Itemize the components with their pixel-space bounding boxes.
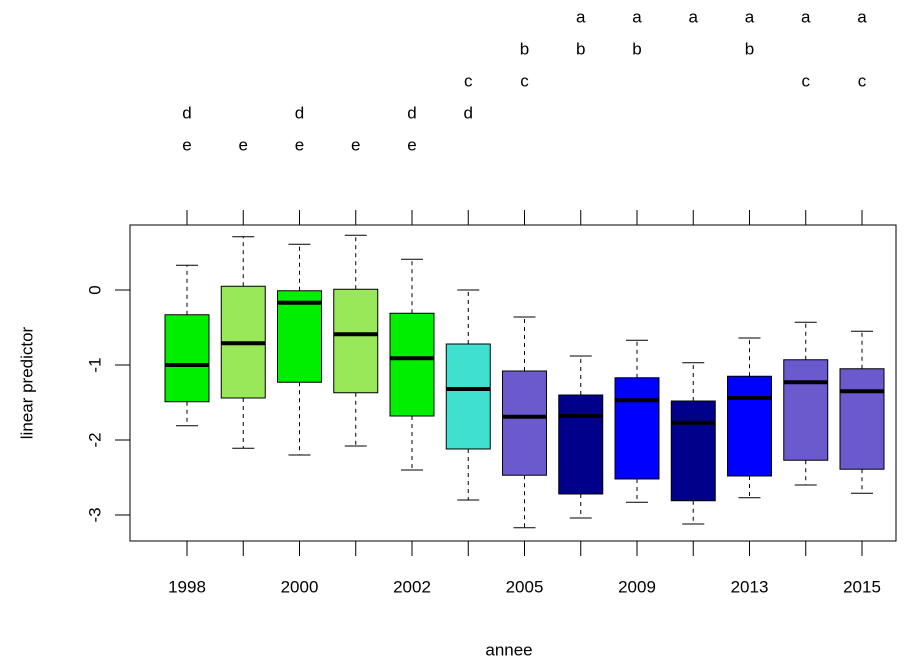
group-letter: d (295, 103, 304, 122)
box (164, 314, 210, 403)
y-tick-label: -2 (85, 432, 104, 447)
group-letter: a (689, 7, 699, 26)
box (333, 288, 379, 394)
group-letter: e (182, 135, 191, 154)
box (277, 290, 322, 383)
group-letter: d (182, 103, 191, 122)
group-letter: b (576, 39, 585, 58)
x-tick-label: 1998 (168, 577, 206, 596)
x-tick-label: 2013 (731, 577, 769, 596)
box (558, 394, 604, 495)
group-letter: d (407, 103, 416, 122)
plot-frame (129, 224, 897, 542)
group-letter: e (407, 135, 416, 154)
group-letter: e (295, 135, 304, 154)
group-letter: c (802, 71, 811, 90)
group-letter: b (632, 39, 641, 58)
x-tick-label: 2005 (506, 577, 544, 596)
x-tick-label: 2009 (618, 577, 656, 596)
group-letter: b (520, 39, 529, 58)
box (670, 400, 716, 502)
y-tick-label: -3 (85, 507, 104, 522)
group-letter: a (632, 7, 642, 26)
x-axis-label: annee (485, 640, 532, 659)
box (445, 343, 491, 450)
x-tick-label: 2000 (281, 577, 319, 596)
group-letter: e (351, 135, 360, 154)
group-letter: b (745, 39, 754, 58)
y-tick-label: -1 (85, 357, 104, 372)
box (783, 359, 829, 461)
x-tick-label: 2015 (843, 577, 881, 596)
group-letter: a (801, 7, 811, 26)
box (614, 377, 660, 480)
group-letter: c (520, 71, 529, 90)
x-tick-label: 2002 (393, 577, 431, 596)
box (839, 368, 885, 470)
box (389, 312, 435, 417)
group-letter: a (857, 7, 867, 26)
group-letter: c (464, 71, 473, 90)
box (727, 375, 772, 477)
box (502, 370, 547, 476)
y-tick-label: 0 (85, 285, 104, 294)
group-letter: d (464, 103, 473, 122)
group-letter: a (745, 7, 755, 26)
group-letter: c (858, 71, 867, 90)
group-letter: a (576, 7, 586, 26)
group-letter: e (239, 135, 248, 154)
y-axis-label: linear predictor (17, 326, 36, 439)
